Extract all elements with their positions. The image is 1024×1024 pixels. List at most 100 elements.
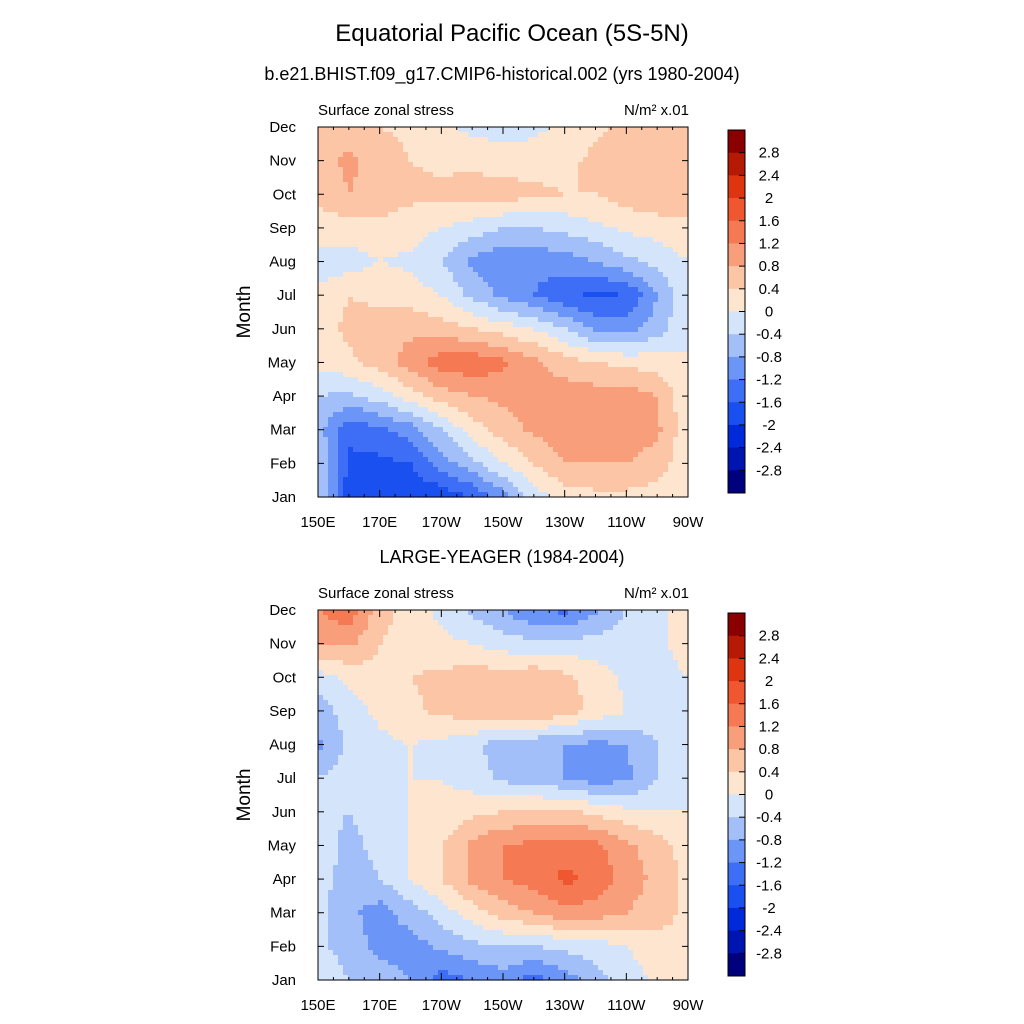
panel-1-contour-cell bbox=[518, 172, 524, 178]
panel-1-contour-cell bbox=[463, 142, 469, 148]
panel-1-contour-cell bbox=[568, 152, 574, 158]
panel-1-contour-cell bbox=[638, 232, 644, 238]
panel-1-contour-cell bbox=[428, 262, 434, 268]
panel-1-contour-cell bbox=[478, 202, 484, 208]
panel-1-contour-cell bbox=[643, 287, 649, 293]
panel-1-contour-cell bbox=[323, 192, 329, 198]
panel-1-contour-cell bbox=[678, 167, 684, 173]
panel-1-contour-cell bbox=[328, 287, 334, 293]
panel-1-contour-cell bbox=[568, 372, 574, 378]
panel-1-contour-cell bbox=[648, 392, 654, 398]
panel-1-contour-cell bbox=[493, 447, 499, 453]
panel-1-contour-cell bbox=[413, 227, 419, 233]
panel-1-contour-cell bbox=[343, 382, 349, 388]
panel-1-contour-cell bbox=[383, 127, 389, 133]
panel-1-contour-cell bbox=[453, 422, 459, 428]
panel-1-contour-cell bbox=[388, 312, 394, 318]
panel-1-contour-cell bbox=[378, 402, 384, 408]
panel-1-contour-cell bbox=[638, 407, 644, 413]
panel-1-contour-cell bbox=[388, 152, 394, 158]
panel-1-contour-cell bbox=[368, 272, 374, 278]
panel-1-contour-cell bbox=[358, 142, 364, 148]
panel-1-contour-cell bbox=[613, 152, 619, 158]
panel-1-contour-cell bbox=[518, 332, 524, 338]
panel-1-contour-cell bbox=[403, 292, 409, 298]
panel-1-contour-cell bbox=[673, 257, 679, 263]
panel-1-contour-cell bbox=[643, 432, 649, 438]
panel-1-contour-cell bbox=[563, 447, 569, 453]
panel-1-contour-cell bbox=[518, 267, 524, 273]
panel-1-contour-cell bbox=[383, 267, 389, 273]
panel-1-contour-cell bbox=[498, 387, 504, 393]
panel-1-contour-cell bbox=[538, 397, 544, 403]
panel-1-contour-cell bbox=[653, 152, 659, 158]
panel-1-contour-cell bbox=[518, 302, 524, 308]
panel-1-contour-cell bbox=[368, 222, 374, 228]
panel-1-contour-cell bbox=[608, 392, 614, 398]
panel-1-contour-cell bbox=[573, 392, 579, 398]
panel-1-contour-cell bbox=[413, 342, 419, 348]
panel-1-contour-cell bbox=[403, 357, 409, 363]
panel-1-contour-cell bbox=[338, 282, 344, 288]
panel-1-contour-cell bbox=[408, 242, 414, 248]
panel-1-contour-cell bbox=[403, 237, 409, 243]
panel-1-contour-cell bbox=[568, 182, 574, 188]
panel-1-contour-cell bbox=[583, 447, 589, 453]
panel-1-contour-cell bbox=[373, 417, 379, 423]
panel-1-contour-cell bbox=[623, 447, 629, 453]
panel-1-contour-cell bbox=[598, 357, 604, 363]
panel-1-contour-cell bbox=[573, 217, 579, 223]
panel-1-contour-cell bbox=[573, 327, 579, 333]
panel-1-contour-cell bbox=[548, 342, 554, 348]
panel-1-contour-cell bbox=[483, 392, 489, 398]
panel-1-contour-cell bbox=[438, 227, 444, 233]
panel-1-contour-cell bbox=[328, 127, 334, 133]
panel-1-contour-cell bbox=[658, 222, 664, 228]
panel-1-contour-cell bbox=[643, 347, 649, 353]
panel-1-contour-cell bbox=[453, 232, 459, 238]
panel-1-contour-cell bbox=[428, 287, 434, 293]
panel-1-contour-cell bbox=[478, 422, 484, 428]
panel-1-contour-cell bbox=[678, 147, 684, 153]
panel-1-contour-cell bbox=[673, 157, 679, 163]
panel-1-contour-cell bbox=[428, 172, 434, 178]
panel-1-contour-cell bbox=[358, 197, 364, 203]
panel-1-contour-cell bbox=[318, 367, 324, 373]
panel-1-contour-cell bbox=[398, 397, 404, 403]
panel-1-contour-cell bbox=[388, 222, 394, 228]
panel-1-contour-cell bbox=[338, 447, 344, 453]
panel-1-contour-cell bbox=[438, 432, 444, 438]
panel-1-contour-cell bbox=[613, 377, 619, 383]
panel-1-contour-cell bbox=[623, 347, 629, 353]
panel-1-contour-cell bbox=[438, 302, 444, 308]
panel-1-contour-cell bbox=[508, 372, 514, 378]
panel-1-contour-cell bbox=[488, 147, 494, 153]
panel-1-contour-cell bbox=[478, 337, 484, 343]
panel-1-contour-cell bbox=[333, 212, 339, 218]
panel-1-contour-cell bbox=[578, 447, 584, 453]
panel-1-contour-cell bbox=[393, 287, 399, 293]
panel-1-contour-cell bbox=[633, 247, 639, 253]
panel-1-contour-cell bbox=[593, 237, 599, 243]
panel-1-contour-cell bbox=[613, 237, 619, 243]
panel-1-contour-cell bbox=[418, 227, 424, 233]
panel-1-contour-cell bbox=[493, 292, 499, 298]
panel-1-contour-cell bbox=[583, 367, 589, 373]
panel-1-contour-cell bbox=[418, 272, 424, 278]
panel-1-contour-cell bbox=[518, 347, 524, 353]
panel-1-contour-cell bbox=[438, 267, 444, 273]
panel-1-contour-cell bbox=[378, 307, 384, 313]
panel-1-contour-cell bbox=[318, 342, 324, 348]
panel-1-contour-cell bbox=[623, 202, 629, 208]
panel-1-contour-cell bbox=[613, 167, 619, 173]
panel-1-contour-cell bbox=[508, 212, 514, 218]
panel-1-contour-cell bbox=[603, 137, 609, 143]
panel-1-contour-cell bbox=[543, 367, 549, 373]
panel-1-contour-cell bbox=[343, 187, 349, 193]
panel-1-contour-cell bbox=[678, 277, 684, 283]
panel-1-contour-cell bbox=[638, 152, 644, 158]
panel-1-contour-cell bbox=[368, 187, 374, 193]
panel-1-contour-cell bbox=[373, 422, 379, 428]
panel-1-contour-cell bbox=[318, 272, 324, 278]
panel-1-contour-cell bbox=[338, 422, 344, 428]
